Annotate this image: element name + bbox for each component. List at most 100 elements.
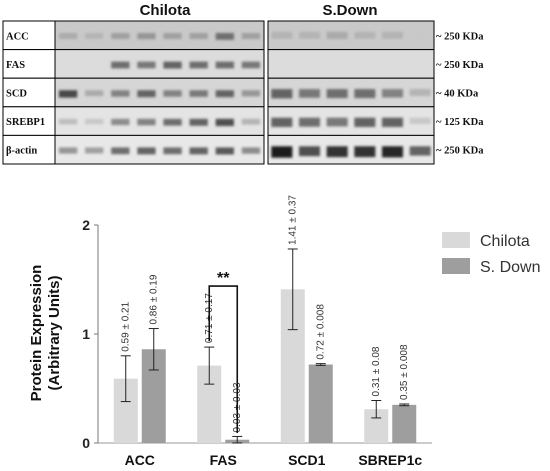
blot-band	[241, 33, 261, 40]
blot-band	[58, 147, 78, 154]
blot-band	[298, 89, 321, 98]
blot-band	[111, 90, 130, 97]
y-tick-label: 2	[82, 217, 90, 233]
blot-band	[189, 61, 208, 69]
bar-s-down-sbrep1c	[392, 404, 417, 443]
blot-panel-sdown	[267, 49, 435, 79]
blot-band	[381, 117, 404, 127]
blot-band	[163, 118, 182, 126]
western-blot: Chilota S.Down ACC ~ 250 KDa FAS ~ 250 KDa S…	[2, 2, 484, 165]
blot-row-srebp1: SREBP1 ~ 125 KDa	[2, 106, 484, 136]
blot-panel-sdown	[267, 134, 435, 165]
blot-band	[241, 147, 261, 154]
bar-chart: Protein Expression (Arbitrary Units) 0 1 2…	[28, 195, 540, 468]
blot-panel-sdown	[267, 77, 435, 108]
blot-row-fas: FAS ~ 250 KDa	[2, 49, 484, 79]
bars: 0.59 ± 0.210.86 ± 0.19 0.71 ± 0.170.03 ± …	[113, 195, 417, 444]
blot-band	[409, 89, 431, 96]
data-label: 0.86 ± 0.19	[149, 274, 160, 324]
blot-band	[189, 33, 208, 40]
blot-band	[111, 118, 130, 126]
y-axis-label-line1: Protein Expression	[28, 265, 45, 402]
blot-title-sdown: S.Down	[323, 2, 378, 19]
legend-swatch-chilota	[442, 232, 470, 248]
blot-band	[381, 146, 404, 158]
blot-band	[163, 147, 182, 155]
blot-kda-label: ~ 250 KDa	[436, 31, 484, 42]
significance-label: **	[217, 270, 230, 287]
blot-band	[326, 89, 348, 99]
blot-band	[241, 90, 261, 97]
x-tick-label: SBREP1c	[358, 452, 422, 468]
blot-band	[215, 61, 234, 69]
blot-band	[298, 146, 321, 157]
y-axis-label-line2: (Arbitrary Units)	[46, 275, 63, 390]
blot-band	[137, 33, 156, 40]
x-tick-label: SCD1	[288, 452, 326, 468]
blot-row-acc: ACC ~ 250 KDa	[2, 20, 484, 51]
legend-label-sdown: S. Down	[480, 259, 540, 276]
blot-row-label: SCD	[6, 89, 27, 100]
blot-band	[381, 31, 404, 39]
blot-band	[354, 146, 376, 158]
blot-row-label: SREBP1	[6, 117, 45, 128]
data-label: 0.31 ± 0.08	[371, 346, 382, 396]
blot-band	[111, 33, 130, 40]
blot-band	[215, 33, 234, 40]
blot-band	[85, 33, 104, 39]
blot-band	[354, 89, 376, 99]
blot-band	[326, 31, 348, 40]
x-tick-label: FAS	[210, 452, 237, 468]
blot-row--actin: β-actin ~ 250 KDa	[2, 134, 484, 165]
x-tick-label: ACC	[125, 452, 155, 468]
blot-panel-sdown	[267, 106, 435, 136]
blot-band	[354, 31, 376, 39]
blot-band	[354, 117, 376, 127]
blot-kda-label: ~ 250 KDa	[436, 146, 484, 157]
blot-band	[85, 118, 104, 125]
legend-label-chilota: Chilota	[480, 233, 530, 250]
blot-band	[326, 117, 348, 127]
blot-band	[215, 90, 234, 98]
blot-band	[163, 90, 182, 97]
bar-s-down-scd1	[308, 364, 333, 443]
data-label: 0.72 ± 0.008	[316, 304, 327, 360]
blot-band	[189, 118, 208, 126]
blot-band	[58, 33, 78, 39]
blot-band	[85, 147, 104, 154]
data-label: 0.35 ± 0.008	[399, 344, 410, 400]
blot-band	[381, 89, 404, 98]
significance-bracket	[208, 285, 239, 433]
blot-band	[163, 33, 182, 40]
blot-band	[271, 146, 293, 158]
blot-band	[111, 61, 130, 69]
blot-panel-sdown	[267, 20, 435, 51]
blot-band	[189, 147, 208, 155]
blot-band	[298, 31, 321, 39]
blot-title-chilota: Chilota	[140, 2, 191, 19]
blot-band	[111, 147, 130, 155]
blot-band	[137, 118, 156, 126]
blot-band	[409, 117, 431, 124]
blot-band	[215, 118, 234, 127]
blot-band	[241, 118, 261, 125]
blot-band	[137, 90, 156, 98]
y-tick-label: 0	[82, 435, 90, 451]
blot-band	[215, 147, 234, 155]
blot-band	[298, 117, 321, 127]
blot-band	[409, 31, 431, 39]
blot-kda-label: ~ 250 KDa	[436, 60, 484, 71]
legend: Chilota S. Down	[442, 232, 540, 276]
blot-row-scd: SCD ~ 40 KDa	[2, 77, 479, 108]
blot-band	[189, 90, 208, 97]
blot-band	[137, 147, 156, 155]
blot-band	[58, 118, 78, 125]
blot-band	[85, 90, 104, 97]
blot-row-label-box	[2, 20, 56, 51]
blot-band	[241, 61, 261, 69]
blot-kda-label: ~ 40 KDa	[436, 89, 479, 100]
data-label: 1.41 ± 0.37	[288, 195, 299, 245]
y-axis-label: Protein Expression (Arbitrary Units)	[28, 265, 63, 402]
blot-band	[409, 146, 431, 156]
